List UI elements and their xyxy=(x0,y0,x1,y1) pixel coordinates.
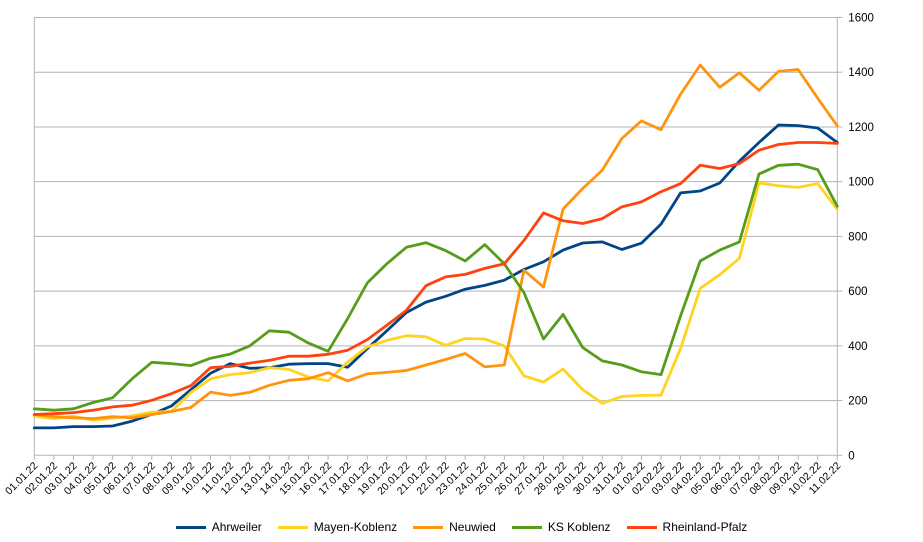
legend-item-neuwied: Neuwied xyxy=(413,520,496,534)
series-line-mayen-koblenz xyxy=(32,181,839,422)
legend-item-ahrweiler: Ahrweiler xyxy=(175,520,262,534)
y-tick-label: 800 xyxy=(848,231,867,243)
y-tick-label: 600 xyxy=(848,286,867,298)
legend-label: KS Koblenz xyxy=(547,520,611,534)
legend-label: Mayen-Koblenz xyxy=(313,520,398,534)
gridlines xyxy=(34,17,838,402)
y-tick-label: 1200 xyxy=(848,122,874,134)
chart-legend: Ahrweiler Mayen-Koblenz Neuwied KS Koblenz R… xyxy=(0,520,923,534)
legend-line-swatch xyxy=(277,525,308,529)
legend-label: Ahrweiler xyxy=(211,520,262,534)
legend-line-swatch xyxy=(511,525,542,529)
x-axis-labels: 01.01.2202.01.2203.01.2204.01.2205.01.22… xyxy=(3,460,844,498)
legend-label: Neuwied xyxy=(449,520,496,534)
legend-line-swatch xyxy=(413,525,444,529)
legend-item-rheinland-pfalz: Rheinland-Pfalz xyxy=(626,520,748,534)
series-line-ahrweiler xyxy=(32,123,839,430)
legend-line-swatch xyxy=(626,525,657,529)
series-line-neuwied xyxy=(32,63,839,421)
legend-item-ks-koblenz: KS Koblenz xyxy=(511,520,611,534)
axis-ticks xyxy=(33,17,843,460)
y-tick-label: 200 xyxy=(848,396,867,408)
y-tick-label: 400 xyxy=(848,341,867,353)
series-line-rheinland-pfalz xyxy=(32,141,839,416)
y-axis-labels: 0 200 400 600 800 1000 1200 1400 1600 xyxy=(848,13,874,463)
y-tick-label: 1600 xyxy=(848,13,874,25)
legend-line-swatch xyxy=(175,525,206,529)
y-tick-label: 1400 xyxy=(848,67,874,79)
y-tick-label: 0 xyxy=(848,450,854,462)
y-tick-label: 1000 xyxy=(848,177,874,189)
legend-item-mayen-koblenz: Mayen-Koblenz xyxy=(277,520,398,534)
series-line-ks-koblenz xyxy=(32,162,839,412)
legend-label: Rheinland-Pfalz xyxy=(662,520,748,534)
series-lines xyxy=(32,63,839,430)
